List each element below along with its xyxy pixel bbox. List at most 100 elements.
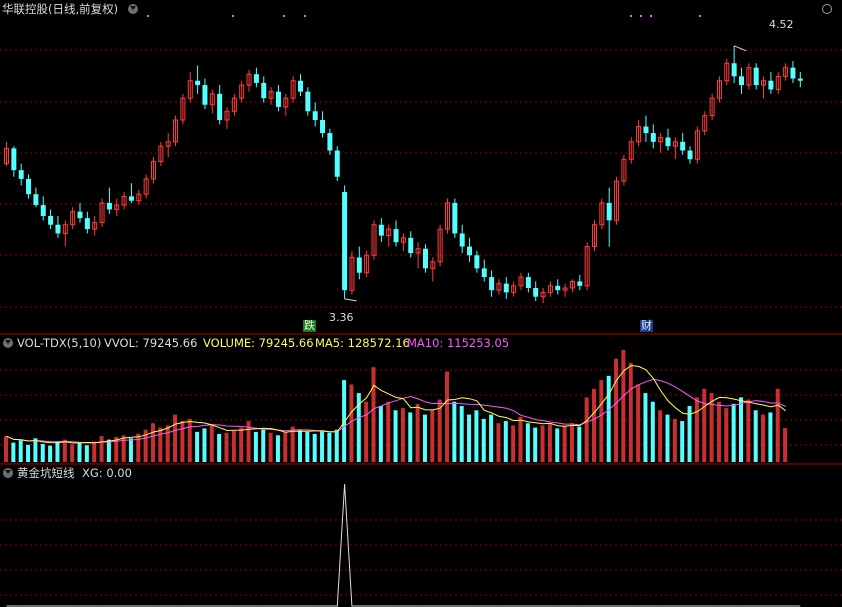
volume-bar [298, 430, 302, 462]
event-dot [630, 15, 632, 17]
volume-bar [100, 436, 104, 462]
volume-bar [92, 442, 96, 462]
volume-bar [732, 404, 736, 462]
candle-down [305, 92, 310, 112]
xg-value: XG: 0.00 [82, 466, 132, 480]
high-price-label: 4.52 [769, 18, 794, 32]
candle-down [217, 94, 222, 120]
volume-bar [482, 419, 486, 462]
candle-down [489, 277, 494, 290]
candle-down [467, 247, 472, 256]
volume-bar [173, 415, 177, 462]
candle-down [533, 288, 538, 297]
volume-bar [496, 423, 500, 462]
candle-down [129, 196, 134, 200]
die-marker[interactable]: 跌 [303, 320, 316, 332]
volume-bar [202, 428, 206, 462]
candle-down [313, 111, 318, 120]
candle-down [335, 151, 340, 177]
volume-bar [85, 445, 89, 462]
volume-bar [710, 393, 714, 462]
volume-bar [761, 415, 765, 462]
candle-down [254, 74, 259, 83]
volume-bar [643, 393, 647, 462]
candle-down [452, 203, 457, 234]
volume-bar [651, 402, 655, 462]
volume-bar [26, 445, 30, 462]
volume-bar [555, 428, 559, 462]
candle-down [41, 205, 46, 216]
candle-down [555, 286, 560, 290]
volume-bar [460, 406, 464, 462]
volume-bar [55, 441, 59, 462]
candle-down [732, 63, 737, 76]
volume-bar [666, 415, 670, 462]
volume-bar [452, 402, 456, 462]
candle-down [577, 281, 582, 285]
cai-marker[interactable]: 财 [640, 320, 653, 332]
xg-pane-menu-button[interactable] [3, 468, 13, 478]
candle-down [55, 225, 60, 234]
candle-down [768, 81, 773, 90]
candle-down [688, 151, 693, 160]
volume-bar [349, 384, 353, 462]
volume-bar [225, 433, 229, 462]
candle-down [482, 268, 487, 277]
volume-bar [386, 402, 390, 462]
event-dot [699, 15, 701, 17]
volume-bar [614, 359, 618, 462]
volume-bar [78, 443, 82, 462]
volume-bar [695, 397, 699, 462]
candle-down [739, 76, 744, 85]
candle-down [327, 133, 332, 150]
candle-down [526, 277, 531, 288]
volume-bar [445, 372, 449, 462]
volume-bar [269, 433, 273, 462]
event-dot [232, 15, 234, 17]
candle-down [474, 255, 479, 268]
main-pane-menu-button[interactable] [128, 4, 138, 14]
candle-down [460, 233, 465, 246]
volume-bar [254, 432, 258, 462]
event-dot [650, 15, 652, 17]
volume-bar [195, 432, 199, 462]
volume-bar [180, 421, 184, 462]
low-price-label: 3.36 [329, 311, 354, 325]
candle-down [754, 68, 759, 85]
candle-down [195, 81, 200, 85]
volume-bar [629, 363, 633, 462]
volume-bar [474, 410, 478, 462]
volume-bar [188, 419, 192, 462]
candle-down [607, 203, 612, 220]
volume-bar [41, 444, 45, 462]
volume-bar [107, 440, 111, 462]
volume-bar [11, 443, 15, 462]
volume-bar [276, 435, 280, 462]
volume-bar [70, 444, 74, 462]
candle-down [19, 170, 24, 179]
candle-down [504, 284, 509, 293]
volume-bar [372, 367, 376, 462]
candle-down [48, 216, 53, 225]
pane-settings-icon[interactable] [822, 4, 832, 14]
volume-pane-menu-button[interactable] [3, 338, 13, 348]
candle-down [423, 249, 428, 269]
volume-bar [636, 384, 640, 462]
volume-bar [519, 417, 523, 462]
candle-down [261, 83, 266, 98]
volume-bar [408, 412, 412, 462]
volume-bar [379, 406, 383, 462]
volume-bar [430, 410, 434, 462]
volume-bar [401, 408, 405, 462]
candle-down [357, 257, 362, 272]
candle-down [11, 148, 16, 170]
event-dot [640, 15, 642, 17]
volume-bar [261, 430, 265, 462]
volume-bar [768, 412, 772, 462]
volume-bar [533, 428, 537, 462]
volume-bar [739, 397, 743, 462]
volume-bar [724, 408, 728, 462]
candle-down [276, 92, 281, 107]
volume-bar [313, 434, 317, 462]
volume-bar [548, 424, 552, 462]
